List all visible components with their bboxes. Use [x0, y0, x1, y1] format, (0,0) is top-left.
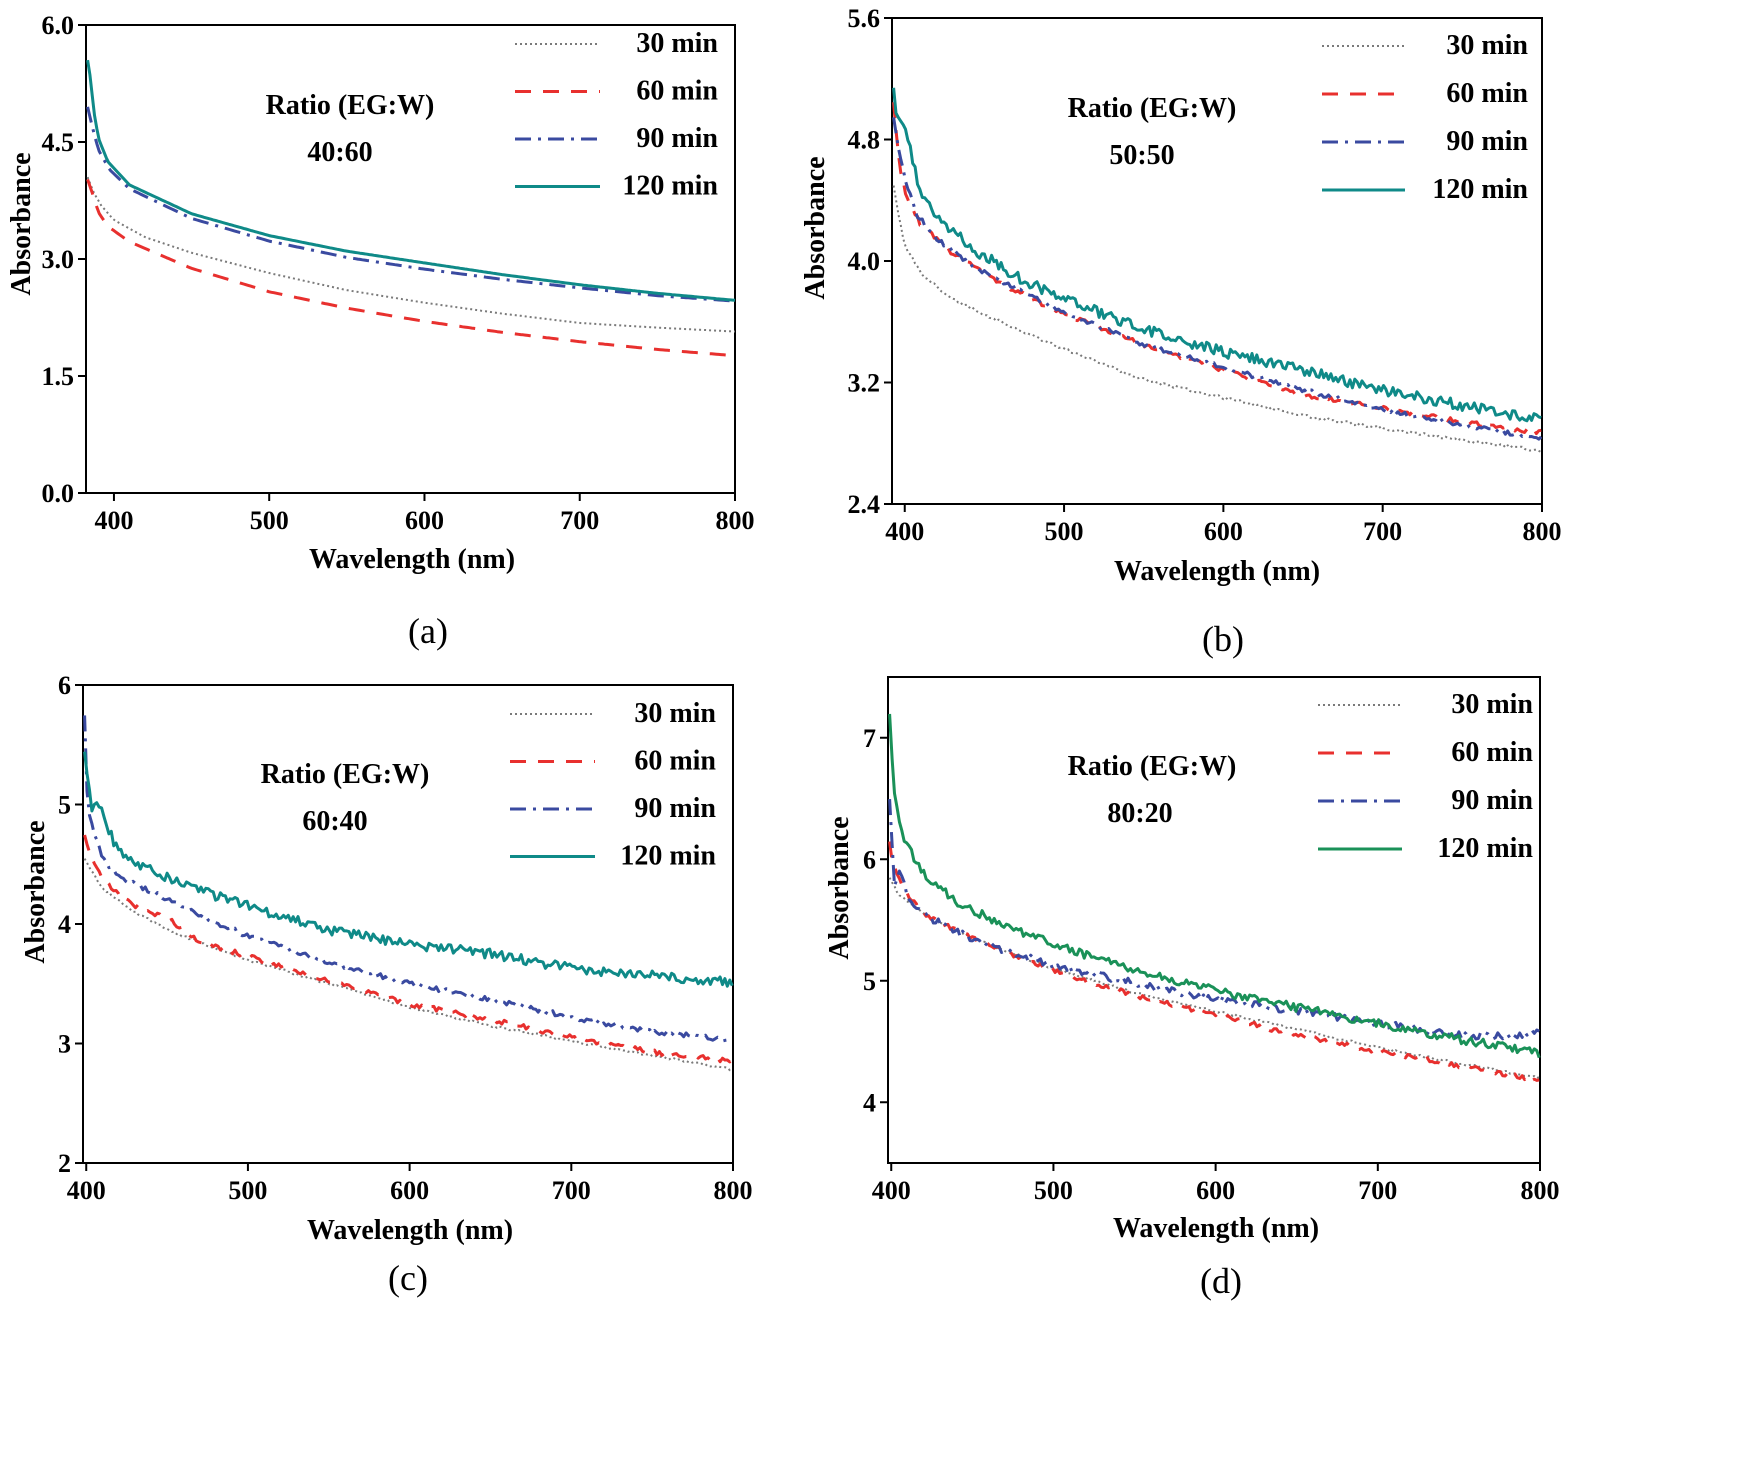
series-line-90-min-d	[888, 799, 1540, 1041]
legend-label-90-min-c: 90 min	[634, 793, 716, 824]
legend-label-60-min-d: 60 min	[1451, 737, 1533, 768]
y-tick-label-a: 1.5	[42, 362, 75, 391]
legend-label-30-min-a: 30 min	[636, 28, 718, 59]
y-tick-label-d: 4	[863, 1088, 876, 1117]
legend-label-90-min-a: 90 min	[636, 123, 718, 154]
x-tick-label-b: 800	[1523, 517, 1562, 546]
y-axis-title-b: Absorbance	[800, 156, 831, 299]
x-axis-title-d: Wavelength (nm)	[1113, 1213, 1319, 1244]
y-tick-label-a: 4.5	[42, 128, 75, 157]
y-tick-label-b: 3.2	[848, 369, 881, 398]
y-tick-label-b: 4.0	[848, 247, 881, 276]
legend-label-120-min-b: 120 min	[1432, 174, 1528, 205]
panel-label-c: (c)	[388, 1258, 428, 1298]
y-axis-title-d: Absorbance	[824, 816, 855, 959]
x-tick-label-d: 400	[872, 1176, 911, 1205]
x-tick-label-d: 800	[1521, 1176, 1560, 1205]
x-tick-label-c: 600	[390, 1176, 429, 1205]
ratio-annotation-a: 40:60	[307, 137, 372, 168]
y-tick-label-a: 6.0	[42, 11, 75, 40]
series-line-60-min-c	[83, 834, 734, 1064]
x-tick-label-c: 400	[67, 1176, 106, 1205]
legend-label-30-min-d: 30 min	[1451, 689, 1533, 720]
ratio-annotation-d: 80:20	[1107, 798, 1172, 829]
series-line-120-min-a	[86, 59, 736, 302]
series-line-60-min-a	[86, 178, 736, 358]
x-tick-label-a: 500	[250, 506, 289, 535]
series-line-30-min-d	[888, 877, 1540, 1080]
legend-label-60-min-a: 60 min	[636, 76, 718, 107]
absorbance-figure: 400 500 600 700 800 0.0 1.5 3.0 4.5 6.0 Wavelength…	[6, 4, 1562, 1301]
plot-frame-d	[887, 676, 1541, 1164]
legend-label-120-min-c: 120 min	[620, 841, 716, 872]
legend-label-90-min-d: 90 min	[1451, 785, 1533, 816]
ratio-annotation-b: Ratio (EG:W)	[1068, 93, 1237, 124]
ratio-annotation-c: 60:40	[302, 806, 367, 837]
series-line-30-min-b	[892, 185, 1542, 453]
legend-label-120-min-a: 120 min	[622, 171, 718, 202]
x-axis-title-a: Wavelength (nm)	[309, 544, 515, 575]
x-tick-label-c: 700	[552, 1176, 591, 1205]
panel-label-d: (d)	[1200, 1261, 1242, 1301]
y-tick-label-a: 3.0	[42, 245, 75, 274]
ratio-annotation-a: Ratio (EG:W)	[266, 90, 435, 121]
x-tick-label-b: 600	[1204, 517, 1243, 546]
chart-panel-a: 400 500 600 700 800 0.0 1.5 3.0 4.5 6.0 Wavelength…	[6, 11, 755, 651]
y-tick-label-b: 5.6	[848, 4, 881, 33]
y-tick-label-c: 4	[58, 910, 71, 939]
y-tick-label-c: 6	[58, 671, 71, 700]
series-line-30-min-c	[83, 858, 733, 1072]
legend-label-30-min-b: 30 min	[1446, 30, 1528, 61]
x-tick-label-a: 400	[94, 506, 133, 535]
x-tick-label-d: 600	[1196, 1176, 1235, 1205]
series-line-90-min-a	[86, 106, 736, 303]
x-tick-label-b: 500	[1045, 517, 1084, 546]
x-tick-label-d: 700	[1358, 1176, 1397, 1205]
panel-label-a: (a)	[408, 611, 448, 651]
x-tick-label-a: 800	[716, 506, 755, 535]
y-tick-label-d: 7	[863, 724, 876, 753]
panel-label-b: (b)	[1202, 619, 1244, 659]
x-tick-label-b: 700	[1363, 517, 1402, 546]
series-line-60-min-d	[888, 841, 1540, 1082]
x-tick-label-b: 400	[885, 517, 924, 546]
x-tick-label-a: 600	[405, 506, 444, 535]
ratio-annotation-b: 50:50	[1109, 140, 1174, 171]
y-tick-label-c: 3	[58, 1030, 71, 1059]
y-tick-label-c: 2	[58, 1149, 71, 1178]
series-line-60-min-b	[892, 102, 1542, 436]
ratio-annotation-d: Ratio (EG:W)	[1068, 751, 1237, 782]
series-line-120-min-d	[888, 713, 1541, 1059]
series-line-120-min-b	[892, 87, 1542, 423]
x-axis-title-c: Wavelength (nm)	[307, 1215, 513, 1246]
ratio-annotation-c: Ratio (EG:W)	[261, 759, 430, 790]
y-tick-label-b: 2.4	[848, 490, 881, 519]
y-tick-label-d: 5	[863, 967, 876, 996]
y-tick-label-c: 5	[58, 791, 71, 820]
series-line-30-min-a	[86, 176, 736, 333]
y-tick-label-a: 0.0	[42, 479, 75, 508]
legend-label-60-min-c: 60 min	[634, 746, 716, 777]
chart-panel-b: 400 500 600 700 800 2.4 3.2 4.0 4.8 5.6 Wavelength…	[800, 4, 1562, 659]
chart-panel-c: 400 500 600 700 800 2 3 4 5 6 Wavelength (nm) Absor…	[20, 671, 753, 1298]
y-axis-title-a: Absorbance	[6, 152, 37, 295]
legend-label-90-min-b: 90 min	[1446, 126, 1528, 157]
y-axis-title-c: Absorbance	[20, 820, 51, 963]
x-axis-title-b: Wavelength (nm)	[1114, 556, 1320, 587]
legend-label-120-min-d: 120 min	[1437, 833, 1533, 864]
series-line-90-min-c	[83, 715, 733, 1043]
y-tick-label-d: 6	[863, 845, 876, 874]
series-line-90-min-b	[892, 117, 1543, 441]
x-tick-label-d: 500	[1034, 1176, 1073, 1205]
legend-label-30-min-c: 30 min	[634, 698, 716, 729]
legend-label-60-min-b: 60 min	[1446, 78, 1528, 109]
y-tick-label-b: 4.8	[848, 126, 881, 155]
x-tick-label-a: 700	[560, 506, 599, 535]
x-tick-label-c: 500	[228, 1176, 267, 1205]
series-line-120-min-c	[83, 751, 734, 988]
chart-panel-d: 400 500 600 700 800 4 5 6 7 Wavelength (nm) Absorb…	[824, 676, 1560, 1301]
x-tick-label-c: 800	[714, 1176, 753, 1205]
